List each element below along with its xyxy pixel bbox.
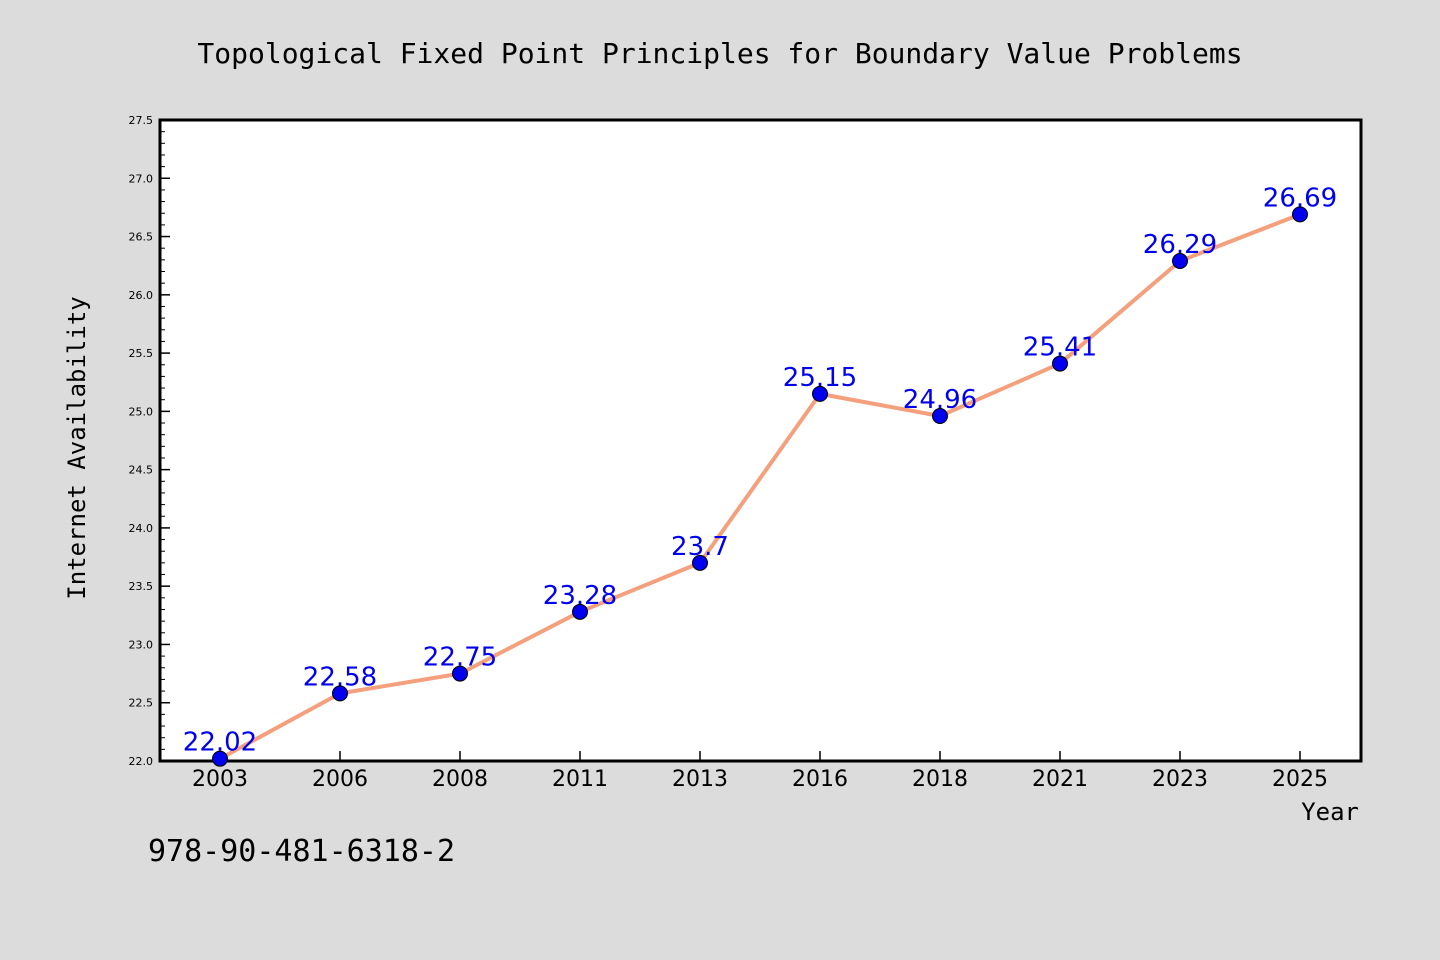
- data-label: 23.7: [671, 532, 729, 562]
- data-point: [812, 385, 828, 402]
- data-label: 26.69: [1263, 183, 1337, 213]
- series-line: [219, 212, 1301, 761]
- y-tick-label: 26.0: [129, 289, 154, 302]
- y-tick-label: 27.0: [129, 172, 154, 185]
- x-tick-label: 2018: [912, 767, 968, 792]
- data-label: 22.75: [423, 643, 497, 673]
- x-tick-label: 2023: [1152, 767, 1208, 792]
- y-tick-label: 23.0: [129, 638, 154, 651]
- chart-title: Topological Fixed Point Principles for B…: [197, 37, 1242, 70]
- x-tick-label: 2008: [432, 767, 488, 792]
- y-tick-label: 26.5: [129, 231, 154, 244]
- x-tick-label: 2013: [672, 767, 728, 792]
- plot-area: [158, 118, 1363, 763]
- y-tick-label: 25.0: [129, 405, 154, 418]
- y-tick-label: 27.5: [129, 114, 154, 127]
- y-tick-label: 22.5: [129, 697, 154, 710]
- isbn-text: 978-90-481-6318-2: [148, 834, 456, 869]
- data-label: 22.58: [303, 662, 377, 692]
- data-label: 26.29: [1143, 230, 1217, 260]
- data-label: 22.02: [183, 728, 257, 758]
- data-point: [692, 554, 708, 571]
- x-axis-label: Year: [1301, 798, 1359, 826]
- data-point: [1292, 206, 1308, 223]
- x-axis: 2003 2006 2008 2011 2013 2016 2018 2021 2023 2025: [192, 751, 1328, 792]
- x-tick-label: 2016: [792, 767, 848, 792]
- y-axis-label: Internet Availability: [63, 296, 91, 599]
- x-tick-label: 2011: [552, 767, 608, 792]
- y-tick-label: 24.0: [129, 522, 154, 535]
- data-point: [452, 665, 468, 682]
- x-tick-label: 2025: [1272, 767, 1328, 792]
- data-point: [332, 685, 348, 702]
- data-point: [1172, 253, 1188, 270]
- data-point: [932, 408, 948, 425]
- series-layer: 22.02 22.58 22.75 23.28 23.7 25.15 24.96 25.41 2…: [183, 183, 1337, 767]
- y-tick-label: 23.5: [129, 580, 154, 593]
- y-tick-label: 22.0: [129, 755, 154, 768]
- y-tick-label: 24.5: [129, 464, 154, 477]
- y-axis: 22.0 22.5 23.0 23.5 24.0 24.5 25.0 25.5 26.0 26.5…: [129, 114, 170, 768]
- data-point: [1052, 355, 1068, 372]
- x-tick-label: 2021: [1032, 767, 1088, 792]
- y-tick-label: 25.5: [129, 347, 154, 360]
- data-point: [572, 603, 588, 620]
- x-tick-label: 2006: [312, 767, 368, 792]
- data-point: [212, 750, 228, 767]
- data-label: 25.15: [783, 363, 857, 393]
- x-tick-label: 2003: [192, 767, 248, 792]
- data-label: 23.28: [543, 581, 617, 611]
- data-label: 25.41: [1023, 333, 1097, 363]
- data-label: 24.96: [903, 385, 977, 415]
